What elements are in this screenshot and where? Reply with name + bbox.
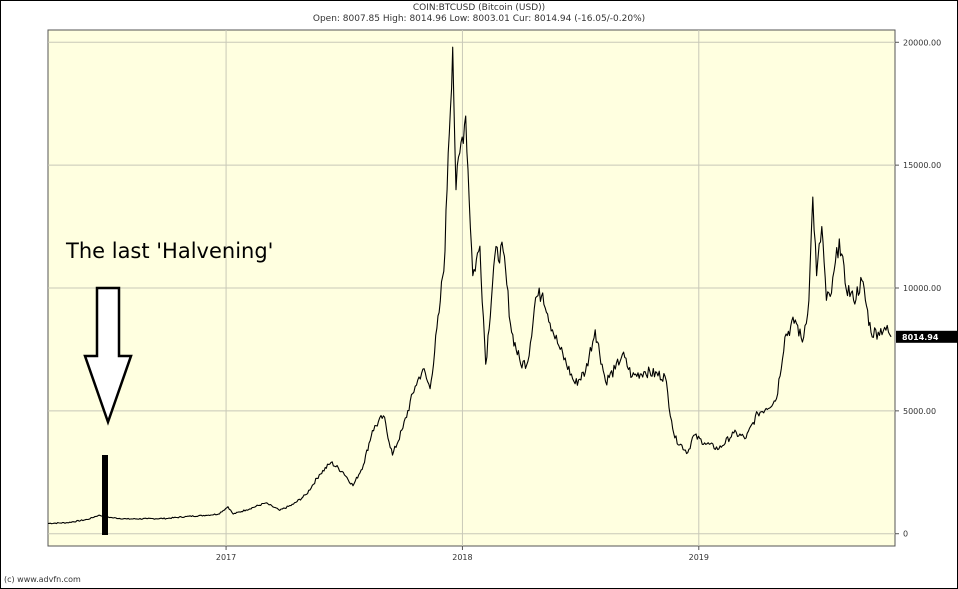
source-credit: (c) www.advfn.com [4, 575, 81, 584]
x-axis: 2017 2018 2019 [216, 546, 709, 562]
ohlc-summary: Open: 8007.85 High: 8014.96 Low: 8003.01… [312, 14, 646, 24]
x-tick-label: 2018 [452, 553, 472, 562]
chart-title: COIN:BTCUSD (Bitcoin (USD)) [412, 3, 546, 13]
halvening-marker-bar [102, 455, 108, 535]
btc-price-line [48, 46, 892, 525]
halvening-annotation-text: The last 'Halvening' [65, 239, 273, 263]
down-arrow-icon [83, 286, 133, 426]
halvening-annotation: The last 'Halvening' [65, 239, 273, 535]
x-tick-label: 2019 [689, 553, 709, 562]
y-tick-label: 20000.00 [903, 38, 941, 47]
y-tick-label: 10000.00 [903, 284, 941, 293]
y-tick-label: 0 [903, 530, 908, 539]
current-price-label: 8014.94 [902, 333, 939, 342]
current-price-box [896, 330, 958, 343]
current-price-marker: 8014.94 [896, 330, 958, 343]
y-axis: 0 5000.00 10000.00 15000.00 20000.00 [895, 38, 941, 539]
y-tick-label: 5000.00 [903, 407, 936, 416]
y-tick-label: 15000.00 [903, 161, 941, 170]
x-tick-label: 2017 [216, 553, 236, 562]
grid [48, 30, 895, 546]
